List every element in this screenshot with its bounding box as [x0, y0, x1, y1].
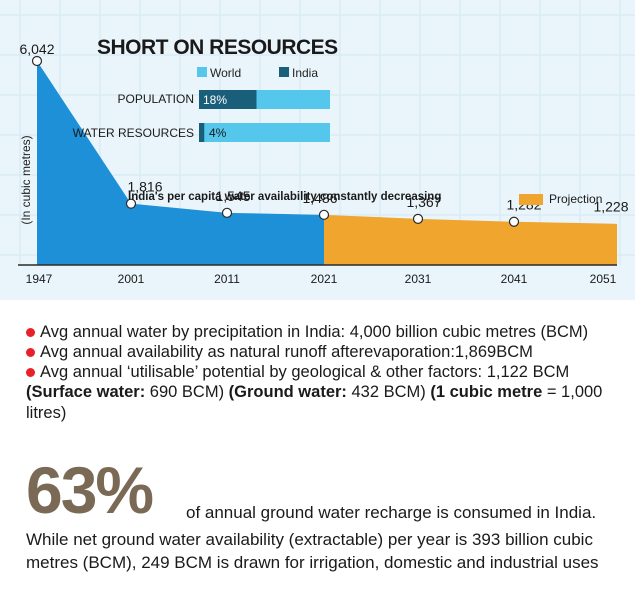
x-tick-2051: 2051: [590, 272, 617, 286]
legend-india-swatch: [279, 67, 289, 77]
red-bullet-icon: [26, 328, 35, 337]
data-point-2031: [412, 213, 424, 224]
ground-water-value: 432 BCM): [346, 383, 426, 401]
x-tick-2001: 2001: [118, 272, 145, 286]
chart-areas: [37, 61, 617, 265]
water-resources-label: WATER RESOURCES: [73, 126, 194, 140]
actual-area: [37, 61, 324, 265]
projection-area: [324, 214, 617, 265]
population-pct-label: 18%: [203, 93, 227, 107]
fact-item: Avg annual ‘utilisable’ potential by geo…: [26, 362, 626, 382]
legend-india-label: India: [292, 66, 318, 80]
fact-item: Avg annual availability as natural runof…: [26, 342, 626, 362]
chart-title: SHORT ON RESOURCES: [97, 36, 338, 59]
population-label: POPULATION: [118, 92, 194, 106]
population-india-bar: [199, 90, 257, 109]
value-label-2011: 1,545: [215, 188, 250, 204]
value-label-2001: 1,816: [127, 179, 162, 195]
cubic-metre-value: = 1,000 litres): [26, 383, 603, 422]
data-point-1947: [31, 55, 43, 67]
value-label-2021: 1,486: [302, 190, 337, 206]
fact-text: Avg annual ‘utilisable’ potential by geo…: [40, 363, 570, 381]
water-resources-pct-label: 4%: [209, 126, 227, 140]
fact-text: Avg annual availability as natural runof…: [40, 343, 533, 361]
red-bullet-icon: [26, 368, 35, 377]
value-label-2051: 1,228: [593, 199, 628, 215]
stat-headline: of annual ground water recharge is consu…: [186, 503, 597, 522]
big-percentage: 63%: [26, 453, 154, 527]
x-tick-1947: 1947: [26, 272, 53, 286]
data-point-2021: [318, 209, 330, 220]
water-resources-india-bar: [199, 123, 205, 142]
x-tick-2041: 2041: [501, 272, 528, 286]
chart-points: [31, 55, 520, 227]
fact-item: Avg annual water by precipitation in Ind…: [26, 322, 626, 342]
x-tick-2011: 2011: [214, 272, 240, 286]
x-tick-2021: 2021: [311, 272, 338, 286]
value-label-1947: 6,042: [19, 41, 54, 57]
chart-x-ticks: 1947 2001 2011 2021 2031 2041 2051: [26, 272, 617, 286]
water-breakdown: (Surface water: 690 BCM) (Ground water: …: [26, 382, 626, 424]
data-point-2001: [125, 198, 137, 209]
data-point-2011: [221, 207, 233, 218]
projection-legend-swatch: [519, 194, 543, 205]
legend-world-label: World: [210, 66, 241, 80]
legend-world-swatch: [197, 67, 207, 77]
data-point-2041: [508, 216, 520, 227]
water-resources-world-bar: [199, 123, 330, 142]
stat-body: While net ground water availability (ext…: [26, 530, 599, 572]
fact-text: Avg annual water by precipitation in Ind…: [40, 323, 589, 341]
projection-legend-label: Projection: [549, 192, 602, 206]
x-tick-2031: 2031: [405, 272, 432, 286]
value-label-2031: 1,367: [406, 194, 441, 210]
ground-water-label: (Ground water:: [224, 383, 347, 401]
y-axis-label: (In cubic metres): [19, 135, 33, 224]
red-bullet-icon: [26, 348, 35, 357]
surface-water-value: 690 BCM): [145, 383, 225, 401]
cubic-metre-label: (1 cubic metre: [425, 383, 543, 401]
facts-list: Avg annual water by precipitation in Ind…: [26, 322, 626, 424]
surface-water-label: (Surface water:: [26, 383, 146, 401]
chart-subtitle: India's per capita water availability co…: [128, 191, 441, 203]
